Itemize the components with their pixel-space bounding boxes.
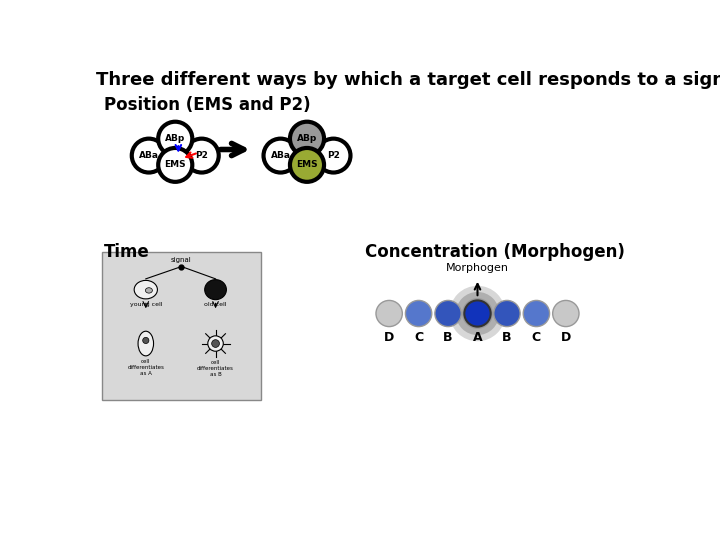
Ellipse shape [134, 280, 158, 299]
Circle shape [376, 300, 402, 327]
Text: Position (EMS and P2): Position (EMS and P2) [104, 96, 310, 113]
Ellipse shape [143, 338, 149, 343]
Circle shape [462, 298, 493, 329]
Circle shape [212, 340, 220, 347]
Text: B: B [444, 331, 453, 344]
Circle shape [264, 139, 297, 172]
Ellipse shape [204, 280, 226, 300]
Text: ABp: ABp [165, 134, 185, 143]
Text: EMS: EMS [296, 160, 318, 170]
Text: ABa: ABa [139, 151, 159, 160]
Text: C: C [414, 331, 423, 344]
Bar [102, 252, 261, 400]
Circle shape [456, 292, 499, 335]
Circle shape [158, 148, 192, 182]
Text: EMS: EMS [164, 160, 186, 170]
Text: old cell: old cell [204, 302, 227, 307]
Text: B: B [503, 331, 512, 344]
Text: signal: signal [171, 258, 192, 264]
Text: C: C [532, 331, 541, 344]
Circle shape [523, 300, 549, 327]
Ellipse shape [138, 331, 153, 356]
Text: A: A [473, 331, 482, 344]
Circle shape [208, 336, 223, 351]
Circle shape [316, 139, 351, 172]
Text: D: D [561, 331, 571, 344]
Text: cell
differentiates
as A: cell differentiates as A [127, 359, 164, 375]
Circle shape [184, 139, 219, 172]
Text: Morphogen: Morphogen [446, 262, 509, 273]
Circle shape [464, 300, 490, 327]
Text: ABp: ABp [297, 134, 317, 143]
Circle shape [290, 148, 324, 182]
Circle shape [405, 300, 432, 327]
Text: Concentration (Morphogen): Concentration (Morphogen) [365, 244, 625, 261]
Circle shape [435, 300, 462, 327]
Circle shape [158, 122, 192, 156]
Text: young cell: young cell [130, 302, 162, 307]
Circle shape [449, 286, 505, 341]
Text: Three different ways by which a target cell responds to a signal: Three different ways by which a target c… [96, 71, 720, 89]
Text: P2: P2 [195, 151, 208, 160]
Circle shape [494, 300, 520, 327]
Circle shape [290, 122, 324, 156]
Text: ABa: ABa [271, 151, 291, 160]
Text: P2: P2 [327, 151, 340, 160]
Text: cell
differentiates
as B: cell differentiates as B [197, 361, 234, 377]
Circle shape [553, 300, 579, 327]
Ellipse shape [145, 288, 153, 293]
Text: D: D [384, 331, 395, 344]
Text: Time: Time [104, 244, 150, 261]
Circle shape [132, 139, 166, 172]
